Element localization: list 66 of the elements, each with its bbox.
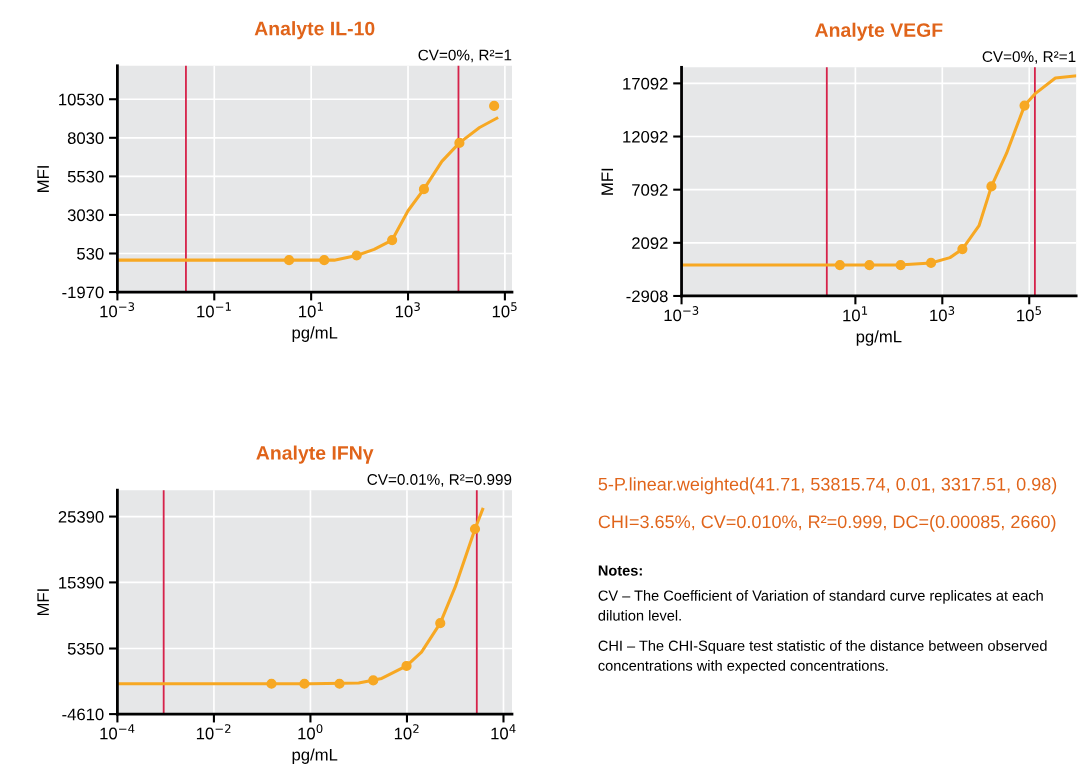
text: 5-P.linear.weighted(41.71, 53815.74, 0.01, 3317.51, 0.98) [598, 477, 1057, 495]
point [1019, 100, 1030, 111]
x-tick-label: 10$^{3}$ [930, 306, 955, 322]
x-tick-label: 10$^{−1}$ [197, 302, 231, 318]
y-tick-label: -2908 [626, 290, 668, 303]
text: CV=0%, R²=1 [982, 51, 1076, 64]
y-tick-label: 8030 [67, 132, 104, 145]
chart-title: Analyte VEGF [815, 22, 943, 41]
x-tick-label: 10$^{5}$ [492, 302, 517, 318]
point [266, 678, 277, 689]
y-axis-title: MFI [37, 166, 49, 192]
text: CHI=3.65%, CV=0.010%, R²=0.999, DC=(0.00085, 2660) [598, 514, 1056, 532]
y-tick-label: -4610 [62, 708, 104, 721]
y-tick-label: 2092 [632, 237, 668, 250]
y-axis-title: MFI [601, 168, 613, 195]
x-tick-label: 10$^{−2}$ [196, 724, 231, 740]
point [319, 255, 330, 266]
point [864, 259, 875, 271]
point [351, 250, 362, 261]
x-tick-label: 10$^{−4}$ [100, 724, 135, 740]
y-tick-label: 10530 [59, 93, 104, 106]
y-tick-label: 12092 [623, 130, 668, 143]
point [334, 678, 345, 689]
y-tick-label: 3030 [67, 209, 104, 222]
x-axis-title: pg/mL [292, 748, 338, 764]
point [957, 244, 968, 255]
point [283, 255, 295, 266]
point [469, 523, 481, 535]
point [986, 181, 997, 192]
x-tick-label: 10$^{3}$ [395, 302, 420, 318]
point [435, 618, 446, 629]
x-axis-title: pg/mL [856, 330, 902, 346]
x-tick-label: 10$^{2}$ [394, 724, 419, 740]
y-tick-label: -1970 [62, 286, 104, 299]
x-tick-label: 10$^{4}$ [491, 724, 516, 740]
y-tick-label: 25390 [58, 510, 104, 523]
point [895, 259, 906, 271]
text: CV=0%, R²=1 [418, 49, 512, 63]
y-tick-label: 530 [77, 247, 104, 260]
y-tick-label: 15390 [59, 576, 104, 589]
y-tick-label: 5350 [67, 642, 104, 655]
y-tick-label: 5530 [67, 170, 104, 183]
x-axis-title: pg/mL [292, 326, 338, 342]
x-tick-label: 10$^{1}$ [843, 306, 868, 322]
point [299, 678, 310, 689]
point [368, 675, 379, 686]
x-tick-label: 10$^{1}$ [299, 302, 323, 318]
y-tick-label: 7092 [632, 184, 668, 196]
y-axis-title: MFI [37, 589, 49, 616]
chart-title: Analyte IL-10 [254, 21, 375, 40]
text: Notes: [598, 565, 642, 576]
point [387, 234, 398, 246]
chart-title: Analyte IFNγ [256, 445, 374, 464]
point [925, 257, 937, 269]
point [454, 137, 465, 148]
point [418, 184, 430, 195]
text: CHI – The CHI-Square test statistic of the distance between observed concentrations with expected concentrations. [598, 640, 1047, 674]
x-tick-label: 10$^{0}$ [298, 724, 323, 740]
point [834, 259, 845, 271]
y-tick-label: 17092 [623, 77, 668, 90]
x-tick-label: 10$^{5}$ [1017, 306, 1041, 322]
point [401, 660, 412, 672]
text: CV=0.01%, R²=0.999 [367, 474, 512, 487]
text: CV – The Coefficient of Variation of standard curve replicates at each dilution level. [598, 590, 1043, 621]
x-tick-label: 10$^{−3}$ [664, 306, 699, 322]
x-tick-label: 10$^{−3}$ [100, 302, 135, 318]
